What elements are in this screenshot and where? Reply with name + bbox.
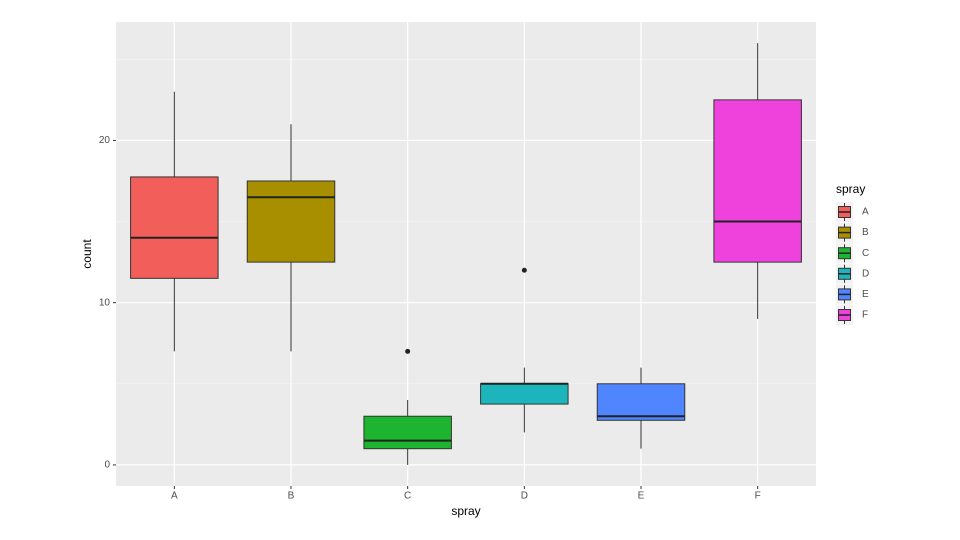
legend-label: A	[862, 207, 869, 218]
legend-label: E	[862, 289, 869, 300]
y-axis-title: count	[80, 239, 94, 269]
x-tick-label: B	[288, 491, 295, 502]
legend-title: spray	[836, 182, 865, 196]
legend-label: C	[862, 248, 869, 259]
y-tick-label: 20	[99, 135, 111, 146]
box	[130, 176, 219, 279]
x-tick-label: D	[521, 491, 528, 502]
y-tick-label: 0	[104, 460, 110, 471]
x-axis-title: spray	[451, 504, 480, 518]
x-tick-label: F	[755, 491, 761, 502]
box	[246, 180, 336, 263]
box	[480, 383, 569, 405]
legend-label: D	[862, 268, 869, 279]
legend-label: F	[862, 310, 868, 321]
x-tick-label: E	[638, 491, 645, 502]
box	[363, 415, 452, 450]
x-tick-label: A	[171, 491, 178, 502]
box	[713, 99, 802, 263]
outlier	[521, 267, 527, 273]
y-tick-label: 10	[99, 297, 111, 308]
panel	[116, 22, 816, 486]
x-tick-label: C	[404, 491, 411, 502]
box	[596, 383, 686, 421]
legend-label: B	[862, 227, 869, 238]
outlier	[405, 348, 411, 354]
